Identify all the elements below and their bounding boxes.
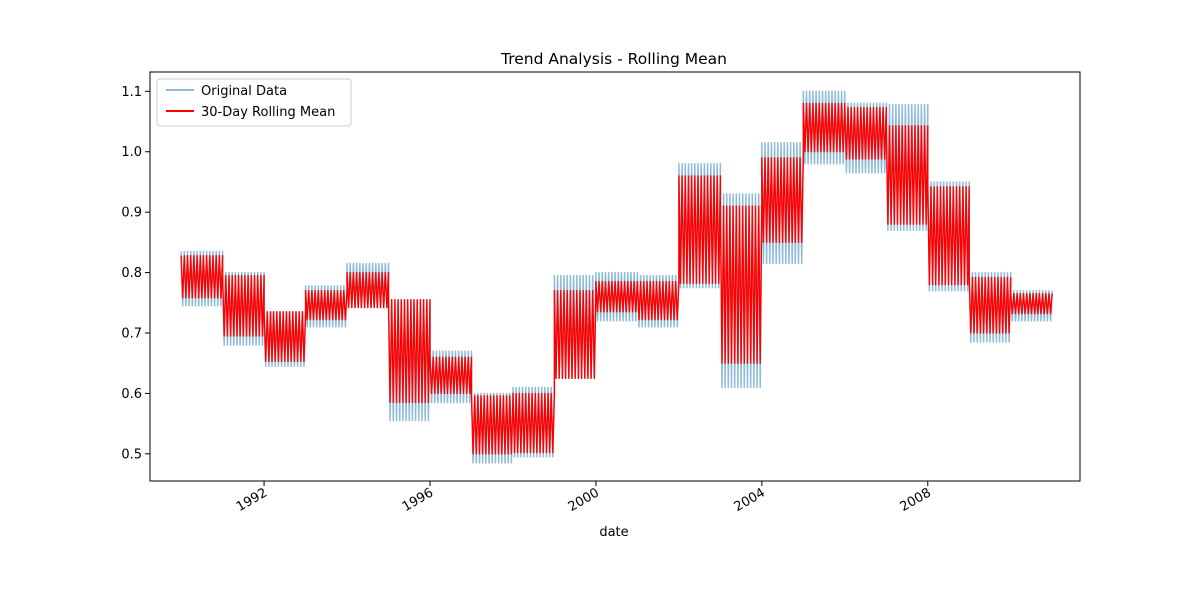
y-tick-label: 1.1 (121, 85, 142, 100)
legend-frame (156, 78, 352, 127)
x-tick-label: 1992 (234, 485, 270, 515)
y-tick-label: 0.5 (121, 447, 142, 462)
x-tick-label: 1996 (400, 485, 436, 515)
y-tick-label: 0.7 (121, 326, 142, 341)
x-axis-label: date (599, 525, 628, 540)
y-axis: 0.5 0.6 0.7 0.8 0.9 1.0 1.1 (121, 85, 150, 462)
x-tick-label: 2008 (898, 485, 934, 515)
legend-label-original-data: Original Data (201, 84, 287, 99)
y-tick-label: 0.8 (121, 266, 142, 281)
legend: Original Data 30-Day Rolling Mean (156, 78, 352, 127)
chart-title: Trend Analysis - Rolling Mean (500, 50, 727, 68)
axes-frame (149, 71, 1081, 482)
y-tick-label: 0.6 (121, 387, 142, 402)
series-1 (180, 102, 1053, 455)
plot-area (149, 71, 1081, 482)
y-tick-label: 0.9 (121, 206, 142, 221)
y-tick-label: 1.0 (121, 145, 142, 160)
x-tick-label: 2004 (732, 485, 768, 515)
x-axis: 1992 1996 2000 2004 2008 (234, 481, 934, 515)
x-tick-label: 2000 (566, 485, 602, 515)
series-line-1 (180, 102, 1053, 455)
series-layer (180, 90, 1053, 464)
legend-label-rolling-mean: 30-Day Rolling Mean (201, 105, 335, 120)
